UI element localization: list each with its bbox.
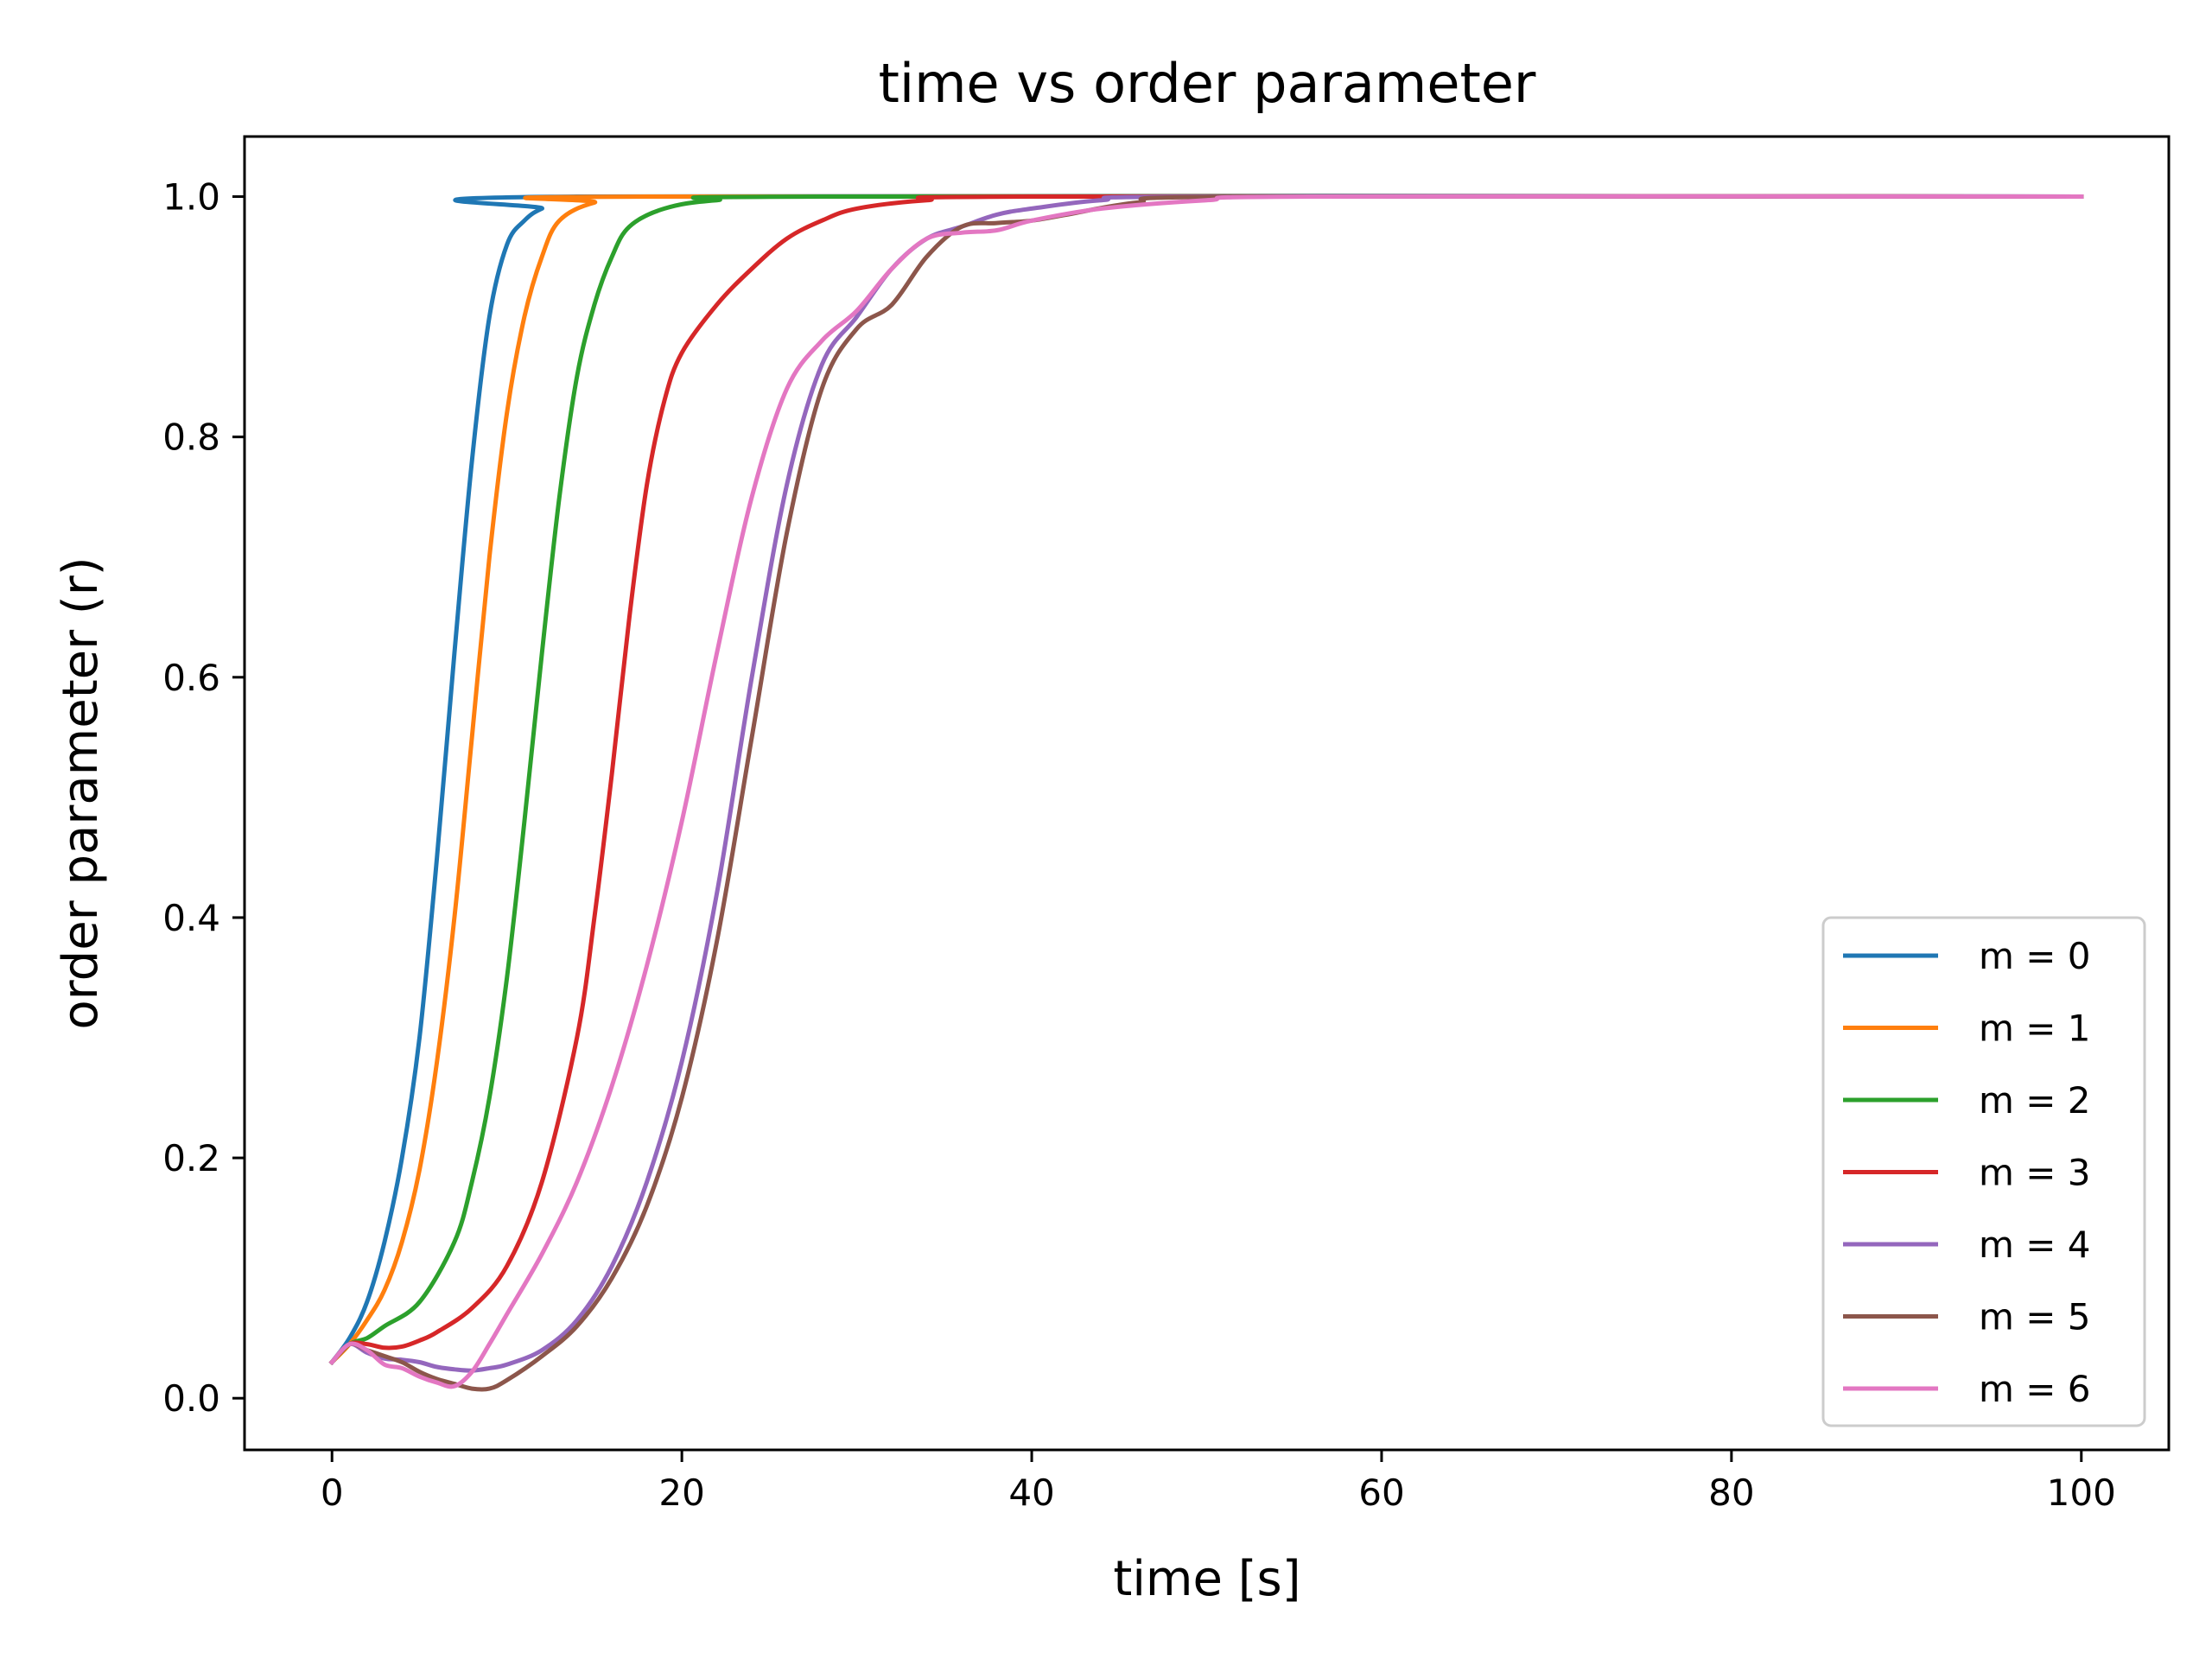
x-ticks: 0 20 40 60 80 100 [321, 1450, 2116, 1514]
legend-label: m = 6 [1979, 1368, 2091, 1410]
y-axis-label: order parameter (r) [53, 556, 109, 1029]
series-layer [328, 193, 2084, 1392]
y-tick-label: 0.8 [162, 416, 220, 459]
series-line-m2 [328, 194, 2084, 1366]
y-tick-label: 0.6 [162, 657, 220, 699]
y-ticks: 0.0 0.2 0.4 0.6 0.8 1.0 [162, 176, 245, 1420]
x-tick-label: 0 [321, 1471, 344, 1514]
x-tick-label: 20 [658, 1471, 704, 1514]
legend-label: m = 1 [1979, 1007, 2091, 1050]
legend-entries: m = 0 m = 1 m = 2 m = 3 m = 4 m = 5 m = 6 [1843, 935, 2091, 1410]
series-line-m4 [328, 194, 2084, 1373]
x-tick-label: 80 [1708, 1471, 1754, 1514]
series-line-m6 [328, 194, 2084, 1389]
y-tick-label: 1.0 [162, 176, 220, 219]
y-tick-label: 0.2 [162, 1137, 220, 1179]
x-tick-label: 100 [2047, 1471, 2116, 1514]
legend-label: m = 5 [1979, 1296, 2091, 1338]
legend-label: m = 3 [1979, 1152, 2091, 1194]
x-axis-label: time [s] [1113, 1551, 1300, 1607]
series-line-m1 [328, 194, 2084, 1366]
y-tick-label: 0.4 [162, 897, 220, 939]
legend-label: m = 4 [1979, 1224, 2091, 1266]
legend-frame [1821, 916, 2146, 1427]
legend-label: m = 2 [1979, 1079, 2091, 1122]
legend: m = 0 m = 1 m = 2 m = 3 m = 4 m = 5 m = 6 [1821, 916, 2146, 1427]
x-tick-label: 40 [1008, 1471, 1054, 1514]
legend-label: m = 0 [1979, 935, 2091, 977]
chart-title: time vs order parameter [879, 52, 1536, 115]
x-tick-label: 60 [1358, 1471, 1404, 1514]
y-tick-label: 0.0 [162, 1377, 220, 1420]
series-line-m3 [328, 194, 2084, 1366]
